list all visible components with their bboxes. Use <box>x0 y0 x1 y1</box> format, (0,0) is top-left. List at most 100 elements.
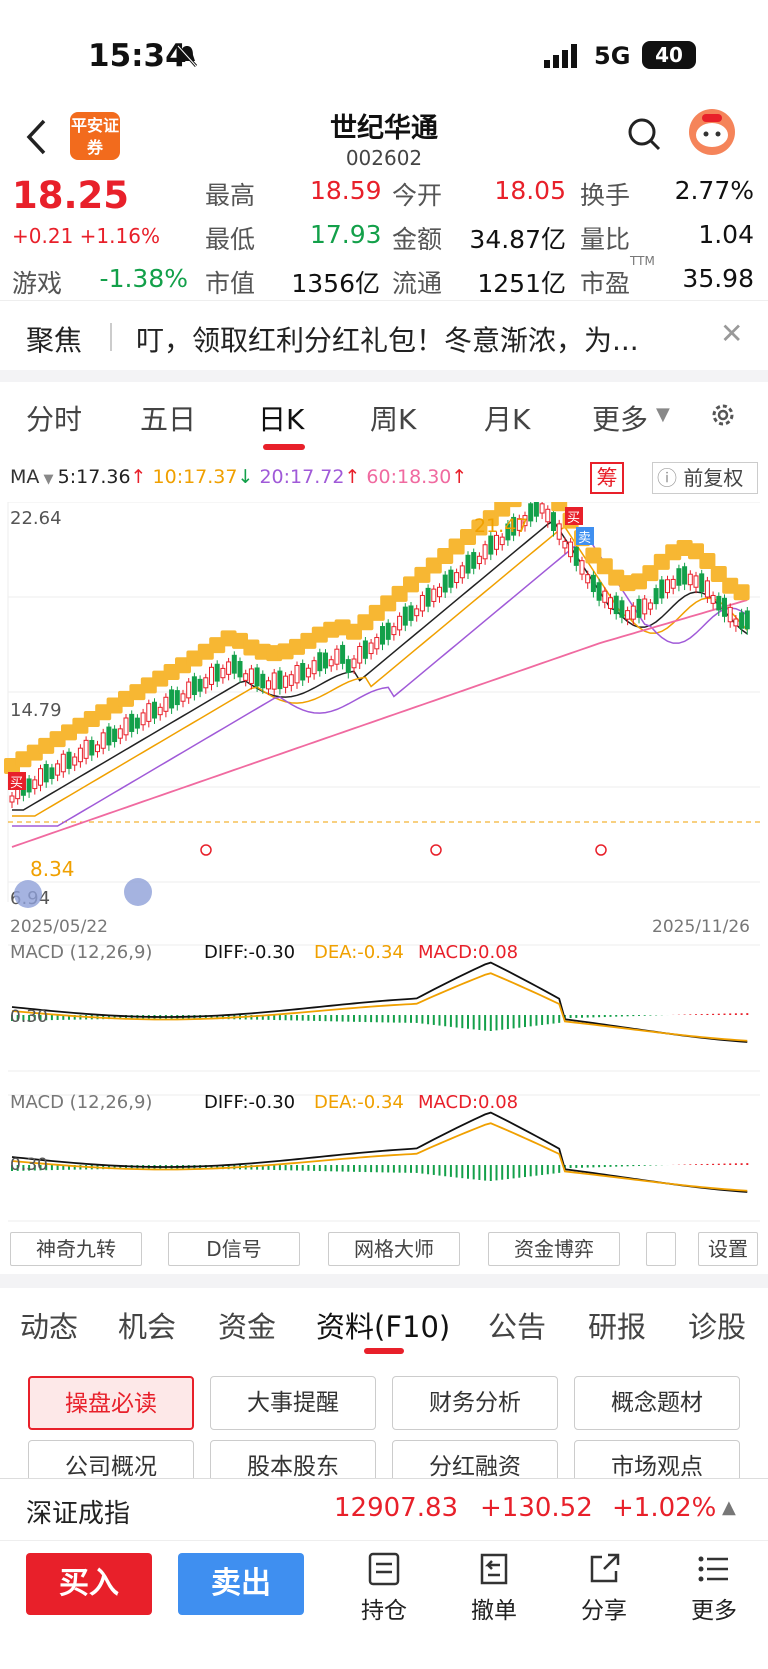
candle-body <box>323 652 328 669</box>
indicator-grid-master-button[interactable]: 网格大师 <box>328 1232 460 1266</box>
focus-text[interactable]: 叮，领取红利分红礼包！冬意渐浓，为... <box>136 324 639 357</box>
close-icon[interactable]: ✕ <box>720 317 744 350</box>
more-button[interactable]: 更多 <box>674 1551 754 1625</box>
broker-logo: 平安证券 <box>70 112 120 160</box>
candle-body <box>311 660 317 675</box>
candle-body <box>442 574 448 593</box>
tab-f10[interactable]: 资料(F10) <box>316 1310 451 1344</box>
candle-body <box>180 693 186 702</box>
tab-opportunity[interactable]: 机会 <box>118 1310 177 1344</box>
buy-signal-marker <box>8 772 26 790</box>
search-icon[interactable] <box>626 116 662 152</box>
candle-body <box>220 667 226 679</box>
tab-weekly-k[interactable]: 周K <box>370 403 417 436</box>
diff-line <box>11 1111 748 1193</box>
candle-body <box>659 579 665 599</box>
candle-body <box>676 568 682 586</box>
candle-body <box>140 712 146 726</box>
sector-change[interactable]: -1.38% <box>99 264 188 293</box>
buy-button[interactable]: 买入 <box>26 1553 152 1615</box>
indicator-capital-game-button[interactable]: 资金博弈 <box>488 1232 620 1266</box>
tab-announcements[interactable]: 公告 <box>488 1310 547 1344</box>
candlesticks <box>9 502 750 808</box>
macd1-label[interactable]: MACD (12,26,9) <box>10 942 152 963</box>
candle-body <box>613 595 619 615</box>
macd2-axis: 0.30 <box>10 1155 48 1175</box>
candle-body <box>579 560 585 575</box>
menu-icon <box>698 1556 728 1582</box>
candle-body <box>505 523 511 541</box>
candle-body <box>710 594 716 604</box>
indicator-more-button[interactable] <box>646 1232 676 1266</box>
candle-body <box>522 515 528 527</box>
share-label: 分享 <box>581 1598 627 1624</box>
indicator-nine-turn-button[interactable]: 神奇九转 <box>10 1232 142 1266</box>
assistant-avatar-icon[interactable] <box>688 108 736 156</box>
tab-intraday[interactable]: 分时 <box>26 403 83 436</box>
expand-up-icon[interactable]: ▲ <box>722 1497 736 1518</box>
tab-diagnosis[interactable]: 诊股 <box>688 1310 747 1344</box>
sell-button[interactable]: 卖出 <box>178 1553 304 1615</box>
candle-body <box>568 541 574 558</box>
candle-body <box>197 678 203 692</box>
info-icon: ⓘ <box>657 466 677 490</box>
tab-capital[interactable]: 资金 <box>218 1310 277 1344</box>
nine-turn-marker <box>733 584 750 601</box>
chevron-down-icon: ▼ <box>656 404 670 425</box>
collapse-left-icon[interactable] <box>14 880 42 908</box>
index-name: 深证成指 <box>26 1499 131 1529</box>
indicator-settings-button[interactable]: 设置 <box>698 1232 758 1266</box>
f10-shareholders[interactable]: 股本股东 <box>210 1440 376 1478</box>
macd2-diff: DIFF:-0.30 <box>204 1092 295 1113</box>
cancel-order-button[interactable]: 撤单 <box>454 1551 534 1625</box>
f10-company-profile[interactable]: 公司概况 <box>28 1440 194 1478</box>
index-ticker[interactable]: 深证成指 12907.83 +130.52 +1.02% ▲ <box>0 1478 768 1540</box>
candle-body <box>129 713 135 732</box>
candle-body <box>191 676 197 696</box>
focus-news-bar[interactable]: 聚焦 叮，领取红利分红礼包！冬意渐浓，为... ✕ <box>0 300 768 370</box>
f10-events[interactable]: 大事提醒 <box>210 1376 376 1430</box>
candle-body <box>38 768 43 786</box>
low-value: 17.93 <box>310 220 382 249</box>
ma-legend: MA ▼ 5:17.36↑ 10:17.37↓ 20:17.72↑ 60:18.… <box>10 466 468 488</box>
gear-icon[interactable] <box>708 400 738 430</box>
sector-label[interactable]: 游戏 <box>12 269 63 298</box>
candle-body <box>630 605 636 620</box>
f10-concepts[interactable]: 概念题材 <box>574 1376 740 1430</box>
macd1-axis: 0.30 <box>10 1007 48 1027</box>
tab-more[interactable]: 更多 <box>592 403 649 436</box>
ma-line <box>12 526 748 817</box>
chevron-left-icon[interactable] <box>24 118 48 156</box>
chips-button[interactable]: 筹 <box>590 462 624 494</box>
kline-chart[interactable]: 买买卖 22.64 14.79 6.94 8.34 21.47 2025/05/… <box>0 502 768 1222</box>
f10-financial-analysis[interactable]: 财务分析 <box>392 1376 558 1430</box>
ma-label[interactable]: MA <box>10 466 40 488</box>
f10-market-views[interactable]: 市场观点 <box>574 1440 740 1478</box>
f10-trading-must-read[interactable]: 操盘必读 <box>28 1376 194 1430</box>
candle-body <box>9 795 15 803</box>
tab-monthly-k[interactable]: 月K <box>484 403 531 436</box>
tab-five-day[interactable]: 五日 <box>140 403 197 436</box>
macd1-dea: DEA:-0.34 <box>314 942 404 963</box>
buy-signal-text: 买 <box>567 511 580 526</box>
candle-body <box>727 606 733 623</box>
share-button[interactable]: 分享 <box>564 1551 644 1625</box>
candle-body <box>670 578 676 589</box>
indicator-d-signal-button[interactable]: D信号 <box>168 1232 300 1266</box>
bottom-action-bar: 买入 卖出 持仓 撤单 分享 更多 <box>0 1540 768 1669</box>
tab-research[interactable]: 研报 <box>588 1310 647 1344</box>
holdings-button[interactable]: 持仓 <box>344 1551 424 1625</box>
candle-body <box>294 665 300 684</box>
tab-daily-k[interactable]: 日K <box>258 403 305 436</box>
candle-body <box>351 658 357 669</box>
f10-dividends[interactable]: 分红融资 <box>392 1440 558 1478</box>
ma5-value: 5:17.36 <box>57 466 131 488</box>
candle-body <box>590 574 596 593</box>
macd2-label[interactable]: MACD (12,26,9) <box>10 1092 152 1113</box>
more-label: 更多 <box>691 1598 737 1624</box>
candle-body <box>300 663 306 681</box>
tab-dynamics[interactable]: 动态 <box>20 1310 79 1344</box>
candle-body <box>368 642 374 655</box>
expand-icon[interactable] <box>124 878 152 906</box>
adjust-button[interactable]: ⓘ 前复权 <box>652 462 758 494</box>
